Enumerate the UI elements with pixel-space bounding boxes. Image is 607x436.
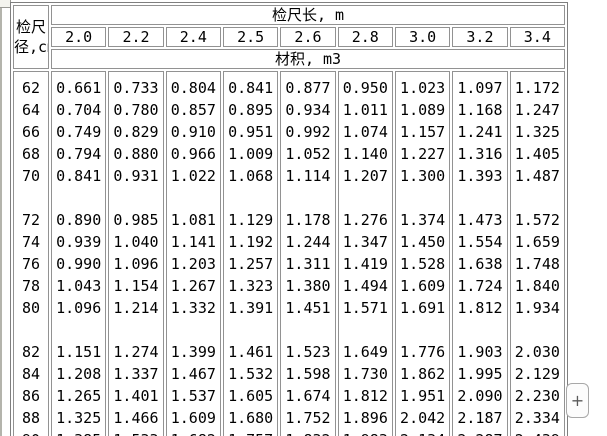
length-cell-1: 2.0 — [51, 27, 107, 47]
volume-column-6: 0.950 1.011 1.074 1.140 1.207 1.276 1.34… — [337, 71, 393, 436]
volume-column-3: 0.804 0.857 0.910 0.966 1.022 1.081 1.14… — [165, 71, 221, 436]
diameter-header-cell: 检尺径,cm — [13, 5, 49, 69]
length-header-cell: 检尺长, m — [51, 5, 565, 25]
length-cell-8: 3.2 — [452, 27, 508, 47]
volume-column-5: 0.877 0.934 0.992 1.052 1.114 1.178 1.24… — [280, 71, 336, 436]
volume-column-2: 0.733 0.780 0.829 0.880 0.931 0.985 1.04… — [108, 71, 164, 436]
left-edge-artifact — [0, 0, 2, 436]
length-cell-9: 3.4 — [509, 27, 565, 47]
length-cell-2: 2.2 — [108, 27, 164, 47]
volume-header-row: 材积, m3 — [13, 49, 565, 69]
length-cell-6: 2.8 — [337, 27, 393, 47]
timber-volume-table: 检尺径,cm 检尺长, m 2.0 2.2 2.4 2.5 2.6 2.8 3.… — [10, 2, 568, 436]
diameter-header-line2: 径,cm — [14, 38, 48, 56]
volume-header-cell: 材积, m3 — [51, 49, 565, 69]
length-header-row: 检尺径,cm 检尺长, m — [13, 5, 565, 69]
length-cell-3: 2.4 — [165, 27, 221, 47]
length-cell-7: 3.0 — [394, 27, 451, 47]
table-wrap: 检尺径,cm 检尺长, m 2.0 2.2 2.4 2.5 2.6 2.8 3.… — [10, 2, 568, 436]
length-cell-4: 2.5 — [222, 27, 279, 47]
volume-column-1: 0.661 0.704 0.749 0.794 0.841 0.890 0.93… — [51, 71, 107, 436]
volume-column-9: 1.172 1.247 1.325 1.405 1.487 1.572 1.65… — [509, 71, 565, 436]
volume-column-7: 1.023 1.089 1.157 1.227 1.300 1.374 1.45… — [394, 71, 451, 436]
diameter-header-line1: 检尺 — [15, 18, 46, 36]
table-body-row: 62 64 66 68 70 72 74 76 78 80 82 84 86 8… — [13, 71, 565, 436]
volume-column-8: 1.097 1.168 1.241 1.316 1.393 1.473 1.55… — [452, 71, 508, 436]
length-values-row: 2.0 2.2 2.4 2.5 2.6 2.8 3.0 3.2 3.4 — [13, 27, 565, 47]
expand-button[interactable]: + — [566, 383, 589, 418]
volume-column-4: 0.841 0.895 0.951 1.009 1.068 1.129 1.19… — [222, 71, 279, 436]
length-cell-5: 2.6 — [280, 27, 336, 47]
diameter-column: 62 64 66 68 70 72 74 76 78 80 82 84 86 8… — [13, 71, 49, 436]
